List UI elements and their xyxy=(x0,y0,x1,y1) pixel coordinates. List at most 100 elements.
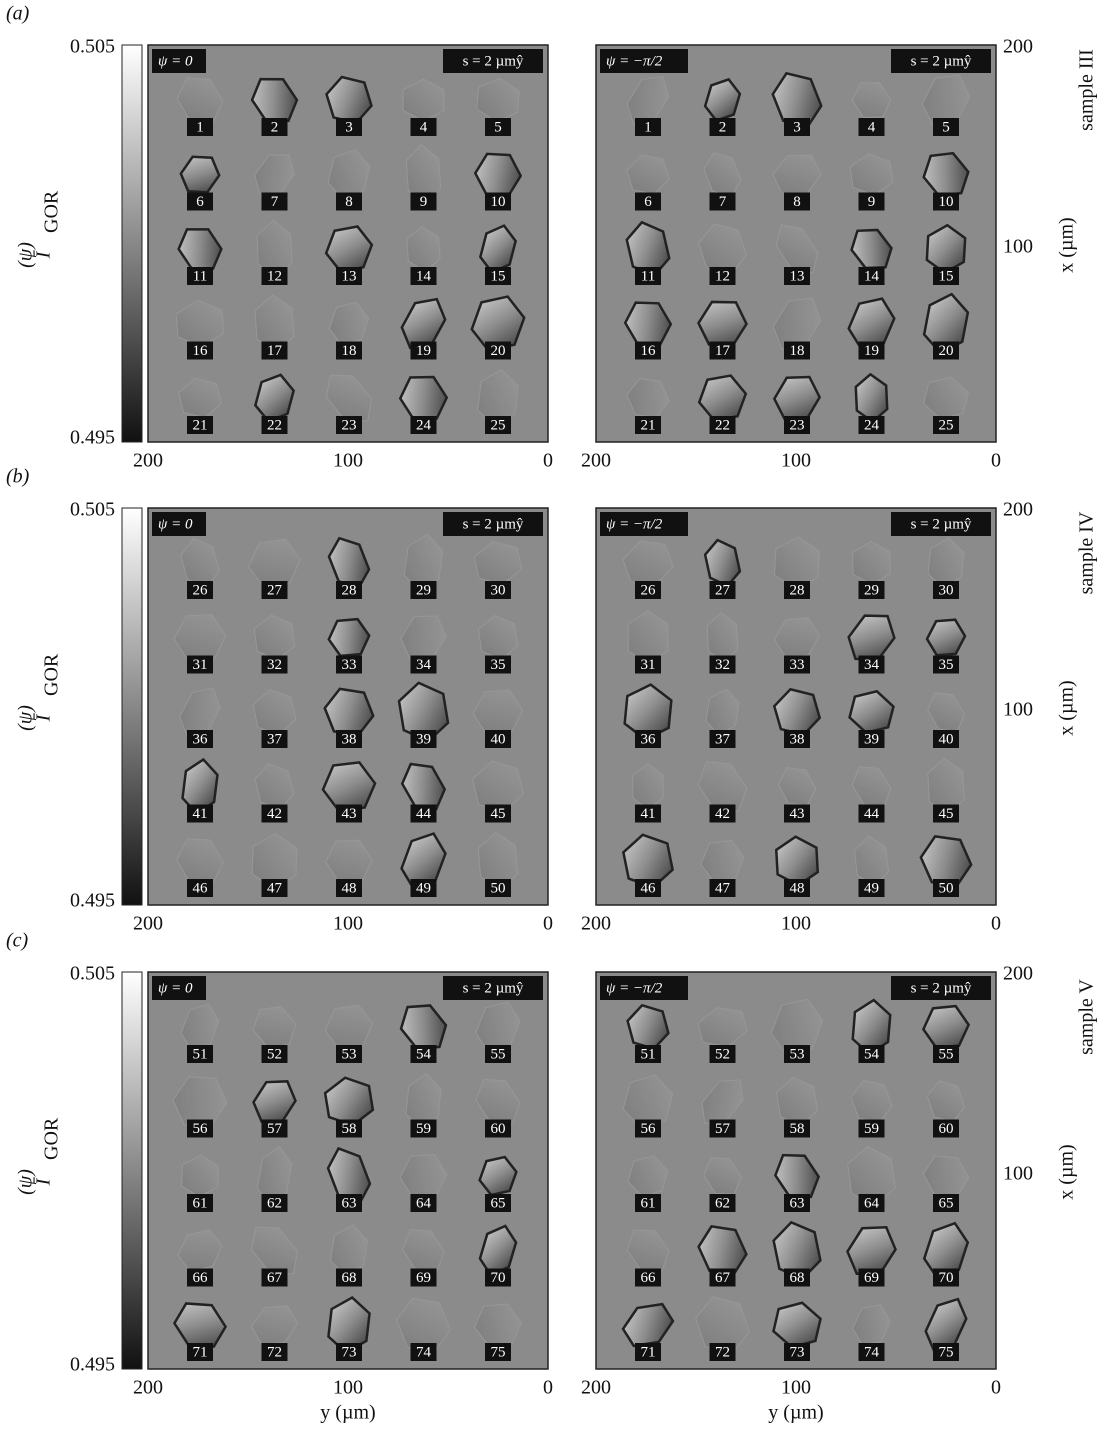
crystal-number: 56 xyxy=(193,1121,209,1137)
crystal-number: 34 xyxy=(416,657,432,673)
x-axis-label: x (µm) xyxy=(1056,1144,1078,1199)
crystal-number: 55 xyxy=(491,1046,506,1062)
crystal-number: 36 xyxy=(193,731,209,747)
crystal-number: 63 xyxy=(790,1195,805,1211)
crystal-number: 6 xyxy=(644,194,652,210)
sample-label: sample IV xyxy=(1076,511,1098,594)
crystal-number: 41 xyxy=(641,806,656,822)
crystal-number: 35 xyxy=(939,657,954,673)
y-axis-label: y (µm) xyxy=(320,1402,375,1424)
crystal-number: 12 xyxy=(267,268,282,284)
crystal-number: 21 xyxy=(193,417,208,433)
crystal-number: 52 xyxy=(267,1046,282,1062)
crystal-number: 4 xyxy=(420,119,428,135)
colorbar-max: 0.505 xyxy=(70,963,115,985)
crystal-number: 65 xyxy=(939,1195,954,1211)
crystal-number: 59 xyxy=(864,1121,879,1137)
crystal-number: 61 xyxy=(641,1195,656,1211)
crystal-number: 10 xyxy=(491,194,506,210)
crystal-number: 42 xyxy=(715,806,730,822)
crystal-number: 45 xyxy=(939,806,954,822)
scale-label: s = 2 µmŷ xyxy=(463,980,524,996)
y-tick-label: 200 xyxy=(581,913,611,935)
crystal-number: 30 xyxy=(939,582,954,598)
colorbar-subscript: GOR xyxy=(41,190,63,233)
colorbar xyxy=(122,972,142,1369)
crystal-number: 23 xyxy=(790,417,805,433)
row-label: (a) xyxy=(6,3,30,25)
crystal-number: 73 xyxy=(342,1344,357,1360)
colorbar-label: Ī(ψ)GOR xyxy=(15,190,63,268)
crystal-number: 33 xyxy=(790,657,805,673)
colorbar-label: Ī(ψ)GOR xyxy=(15,653,63,731)
crystal-number: 3 xyxy=(793,119,801,135)
y-tick-label: 100 xyxy=(781,913,811,935)
crystal-number: 72 xyxy=(267,1344,282,1360)
crystal-number: 63 xyxy=(342,1195,357,1211)
y-tick-label: 200 xyxy=(581,450,611,472)
crystal-number: 44 xyxy=(416,806,432,822)
crystal-number: 27 xyxy=(715,582,731,598)
psi-label: ψ = −π/2 xyxy=(606,516,663,532)
crystal-number: 22 xyxy=(715,417,730,433)
crystal-number: 18 xyxy=(790,343,805,359)
crystal-number: 41 xyxy=(193,806,208,822)
crystal-number: 61 xyxy=(193,1195,208,1211)
crystal-number: 57 xyxy=(267,1121,283,1137)
crystal-number: 38 xyxy=(342,731,357,747)
crystal-number: 5 xyxy=(942,119,950,135)
crystal-number: 48 xyxy=(342,880,357,896)
crystal-number: 53 xyxy=(342,1046,357,1062)
crystal-number: 66 xyxy=(193,1270,209,1286)
crystal-number: 20 xyxy=(939,343,954,359)
crystal-number: 17 xyxy=(267,343,283,359)
crystal-number: 29 xyxy=(864,582,879,598)
crystal-number: 47 xyxy=(267,880,283,896)
figure: (a)0.5050.495Ī(ψ)GORψ = 0s = 2 µmŷ123456… xyxy=(0,0,1101,1432)
colorbar-max: 0.505 xyxy=(70,499,115,521)
crystal-number: 48 xyxy=(790,880,805,896)
crystal-number: 2 xyxy=(719,119,727,135)
y-tick-label: 100 xyxy=(333,1377,363,1399)
crystal-number: 13 xyxy=(342,268,357,284)
crystal-number: 15 xyxy=(491,268,506,284)
y-tick-label: 0 xyxy=(991,913,1001,935)
y-tick-label: 200 xyxy=(133,450,163,472)
crystal-number: 58 xyxy=(342,1121,357,1137)
crystal-number: 42 xyxy=(267,806,282,822)
crystal-number: 54 xyxy=(864,1046,880,1062)
crystal-number: 47 xyxy=(715,880,731,896)
crystal-number: 70 xyxy=(491,1270,506,1286)
crystal-number: 68 xyxy=(342,1270,357,1286)
crystal-number: 27 xyxy=(267,582,283,598)
crystal-number: 37 xyxy=(267,731,283,747)
crystal-number: 15 xyxy=(939,268,954,284)
crystal-number: 18 xyxy=(342,343,357,359)
crystal-number: 60 xyxy=(491,1121,506,1137)
crystal-number: 17 xyxy=(715,343,731,359)
crystal-number: 69 xyxy=(416,1270,431,1286)
scale-label: s = 2 µmŷ xyxy=(911,53,972,69)
colorbar-min: 0.495 xyxy=(70,890,115,912)
crystal-number: 25 xyxy=(491,417,506,433)
crystal-number: 46 xyxy=(193,880,209,896)
crystal-number: 46 xyxy=(641,880,657,896)
crystal-number: 20 xyxy=(491,343,506,359)
crystal-number: 39 xyxy=(416,731,431,747)
crystal-number: 7 xyxy=(719,194,727,210)
crystal-number: 22 xyxy=(267,417,282,433)
crystal-number: 24 xyxy=(416,417,432,433)
x-tick-label: 200 xyxy=(1003,499,1033,521)
crystal-number: 35 xyxy=(491,657,506,673)
crystal-number: 57 xyxy=(715,1121,731,1137)
scale-label: s = 2 µmŷ xyxy=(911,516,972,532)
y-tick-label: 100 xyxy=(333,913,363,935)
crystal-number: 32 xyxy=(715,657,730,673)
y-tick-label: 200 xyxy=(581,1377,611,1399)
y-tick-label: 0 xyxy=(543,1377,553,1399)
row-label: (c) xyxy=(6,930,29,952)
crystal-number: 62 xyxy=(267,1195,282,1211)
crystal-number: 54 xyxy=(416,1046,432,1062)
crystal-number: 40 xyxy=(491,731,506,747)
colorbar xyxy=(122,45,142,442)
